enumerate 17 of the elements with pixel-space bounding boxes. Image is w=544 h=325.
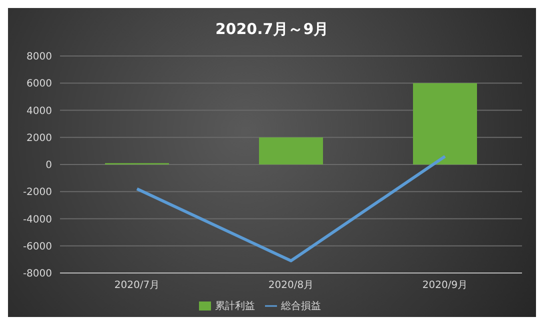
y-tick-label: -2000: [22, 187, 52, 198]
y-tick-label: 2000: [26, 132, 52, 144]
y-tick-label: 6000: [26, 78, 52, 90]
y-tick-label: 0: [46, 160, 52, 172]
chart-title: 2020.7月～9月: [214, 19, 330, 40]
x-tick-label: 2020/9月: [422, 280, 468, 292]
y-tick-label: -8000: [22, 268, 52, 280]
y-tick-label: 8000: [26, 52, 52, 63]
y-tick-label: -4000: [22, 214, 52, 226]
x-tick-label: 2020/7月: [114, 280, 160, 292]
legend-label: 累計利益: [215, 301, 255, 312]
y-tick-label: -6000: [22, 241, 52, 252]
x-tick-label: 2020/8月: [268, 280, 314, 292]
bar: [259, 137, 323, 164]
bar: [413, 83, 477, 164]
legend-label: 総合損益: [281, 301, 321, 312]
y-tick-label: 4000: [26, 106, 52, 117]
